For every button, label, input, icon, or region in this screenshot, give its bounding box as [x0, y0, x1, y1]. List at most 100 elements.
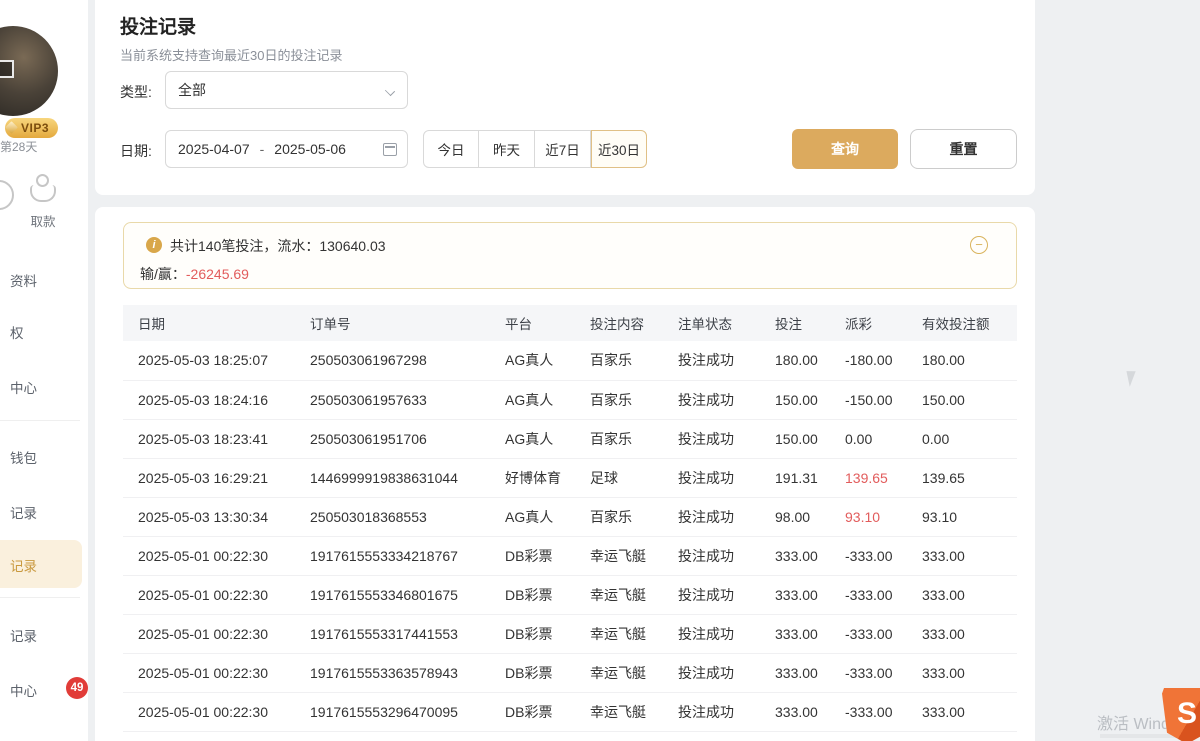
table-cell: 百家乐: [590, 352, 632, 369]
shield-logo[interactable]: S: [1162, 688, 1200, 741]
table-cell: AG真人: [505, 508, 554, 525]
payment-shortcuts: 取款: [0, 172, 88, 234]
avatar-frame-icon: [0, 60, 14, 78]
table-cell: 投注成功: [678, 508, 734, 525]
quick-button-2[interactable]: 近7日: [535, 130, 591, 168]
sidebar-item-records[interactable]: 记录: [10, 629, 37, 644]
info-icon: i: [146, 237, 162, 253]
table-cell: DB彩票: [505, 664, 553, 681]
sidebar-item-message-center[interactable]: 中心: [10, 684, 37, 699]
page-subtitle: 当前系统支持查询最近30日的投注记录: [120, 48, 343, 63]
summary-box: i 共计140笔投注，流水：130640.03 输/赢：-26245.69 −: [123, 222, 1017, 289]
table-row: 2025-05-01 00:22:30 1917615553346801675 DB…: [123, 575, 1017, 614]
date-range-picker[interactable]: 2025-04-07 - 2025-05-06: [165, 130, 408, 168]
table-cell: 投注成功: [678, 586, 734, 603]
table-cell: 2025-05-01 00:22:30: [138, 664, 268, 681]
deposit-icon[interactable]: [0, 180, 14, 210]
table-cell: 93.10: [922, 508, 958, 525]
table-cell: AG真人: [505, 352, 554, 369]
table-cell: 250503061967298: [310, 352, 427, 369]
withdraw-button[interactable]: 取款: [22, 172, 64, 230]
table-cell: 幸运飞艇: [590, 664, 646, 681]
sidebar-item-wallet[interactable]: 钱包: [10, 451, 37, 466]
table-cell: 百家乐: [590, 430, 632, 447]
table-row: 2025-05-03 18:23:41 250503061951706 AG真人 百家…: [123, 419, 1017, 458]
diamond-icon: [5, 121, 18, 134]
vip-badge: VIP3: [5, 118, 59, 138]
column-header: 日期: [138, 317, 165, 332]
table-cell: 2025-05-01 00:22:30: [138, 586, 268, 603]
reset-button[interactable]: 重置: [910, 129, 1017, 169]
quick-button-0[interactable]: 今日: [423, 130, 479, 168]
table-cell: 1917615553317441553: [310, 625, 458, 642]
table-cell: 180.00: [922, 352, 965, 369]
table-cell: 1446999919838631044: [310, 469, 458, 486]
sidebar-item-betting-records[interactable]: 记录: [10, 559, 37, 574]
filter-card: 投注记录 当前系统支持查询最近30日的投注记录 类型: 全部 日期: 2025-…: [95, 0, 1035, 195]
avatar[interactable]: [0, 26, 58, 116]
table-row: 2025-05-03 18:25:07 250503061967298 AG真人 百家…: [123, 341, 1017, 380]
table-cell: 投注成功: [678, 625, 734, 642]
column-header: 有效投注额: [922, 317, 990, 332]
table-cell: 幸运飞艇: [590, 703, 646, 720]
watermark-line2: [1100, 734, 1185, 738]
column-header: 投注内容: [590, 317, 644, 332]
table-cell: 幸运飞艇: [590, 625, 646, 642]
table-cell: 333.00: [922, 547, 965, 564]
table-cell: 2025-05-01 00:22:30: [138, 547, 268, 564]
table-cell: 93.10: [845, 508, 881, 525]
column-header: 投注: [775, 317, 802, 332]
table-cell: 足球: [590, 469, 618, 486]
search-button[interactable]: 查询: [792, 129, 898, 169]
table-cell: AG真人: [505, 391, 554, 408]
chevron-down-icon: [384, 85, 396, 97]
collapse-icon[interactable]: −: [970, 236, 988, 254]
table-cell: 150.00: [922, 391, 965, 408]
table-cell: -180.00: [845, 352, 893, 369]
table-cell: -333.00: [845, 547, 893, 564]
table-cell: 0.00: [922, 430, 950, 447]
table-cell: 投注成功: [678, 547, 734, 564]
mouse-cursor: [1126, 369, 1139, 387]
table-cell: 250503018368553: [310, 508, 427, 525]
column-header: 派彩: [845, 317, 872, 332]
sidebar-item-privilege[interactable]: 权: [10, 326, 24, 341]
date-separator: -: [259, 141, 265, 157]
table-cell: DB彩票: [505, 547, 553, 564]
sidebar-item-center[interactable]: 中心: [10, 381, 37, 396]
table-cell: 投注成功: [678, 469, 734, 486]
quick-button-3[interactable]: 近30日: [591, 130, 647, 168]
table-cell: 333.00: [922, 703, 965, 720]
sidebar-item-profile[interactable]: 资料: [10, 274, 37, 289]
table-cell: 2025-05-01 00:22:30: [138, 703, 268, 720]
table-cell: 2025-05-01 00:22:30: [138, 625, 268, 642]
table-cell: -150.00: [845, 391, 893, 408]
table-row: 2025-05-03 16:29:21 1446999919838631044 好博…: [123, 458, 1017, 497]
type-select[interactable]: 全部: [165, 71, 408, 109]
table-cell: 98.00: [775, 508, 811, 525]
summary-winloss: 输/赢：-26245.69: [140, 264, 249, 284]
table-cell: 2025-05-03 18:24:16: [138, 391, 268, 408]
table-cell: 333.00: [922, 586, 965, 603]
table-cell: 2025-05-03 18:23:41: [138, 430, 268, 447]
table-cell: -333.00: [845, 703, 893, 720]
table-cell: 投注成功: [678, 391, 734, 408]
withdraw-icon: [25, 172, 61, 208]
table-cell: 180.00: [775, 352, 818, 369]
table-cell: DB彩票: [505, 586, 553, 603]
windows-activation-watermark: 激活 Wind: [1097, 716, 1170, 733]
table-cell: 250503061951706: [310, 430, 427, 447]
sidebar-item-transaction-records[interactable]: 记录: [10, 506, 37, 521]
table-cell: 2025-05-03 16:29:21: [138, 469, 268, 486]
table-cell: 333.00: [775, 547, 818, 564]
table-cell: 333.00: [775, 586, 818, 603]
table-cell: 2025-05-03 13:30:34: [138, 508, 268, 525]
table-cell: 好博体育: [505, 469, 561, 486]
table-row: 2025-05-03 18:24:16 250503061957633 AG真人 百家…: [123, 380, 1017, 419]
message-count-badge: 49: [66, 677, 88, 699]
quick-button-1[interactable]: 昨天: [479, 130, 535, 168]
summary-totals: 共计140笔投注，流水：130640.03: [170, 238, 386, 254]
table-cell: -333.00: [845, 625, 893, 642]
column-header: 订单号: [310, 317, 351, 332]
